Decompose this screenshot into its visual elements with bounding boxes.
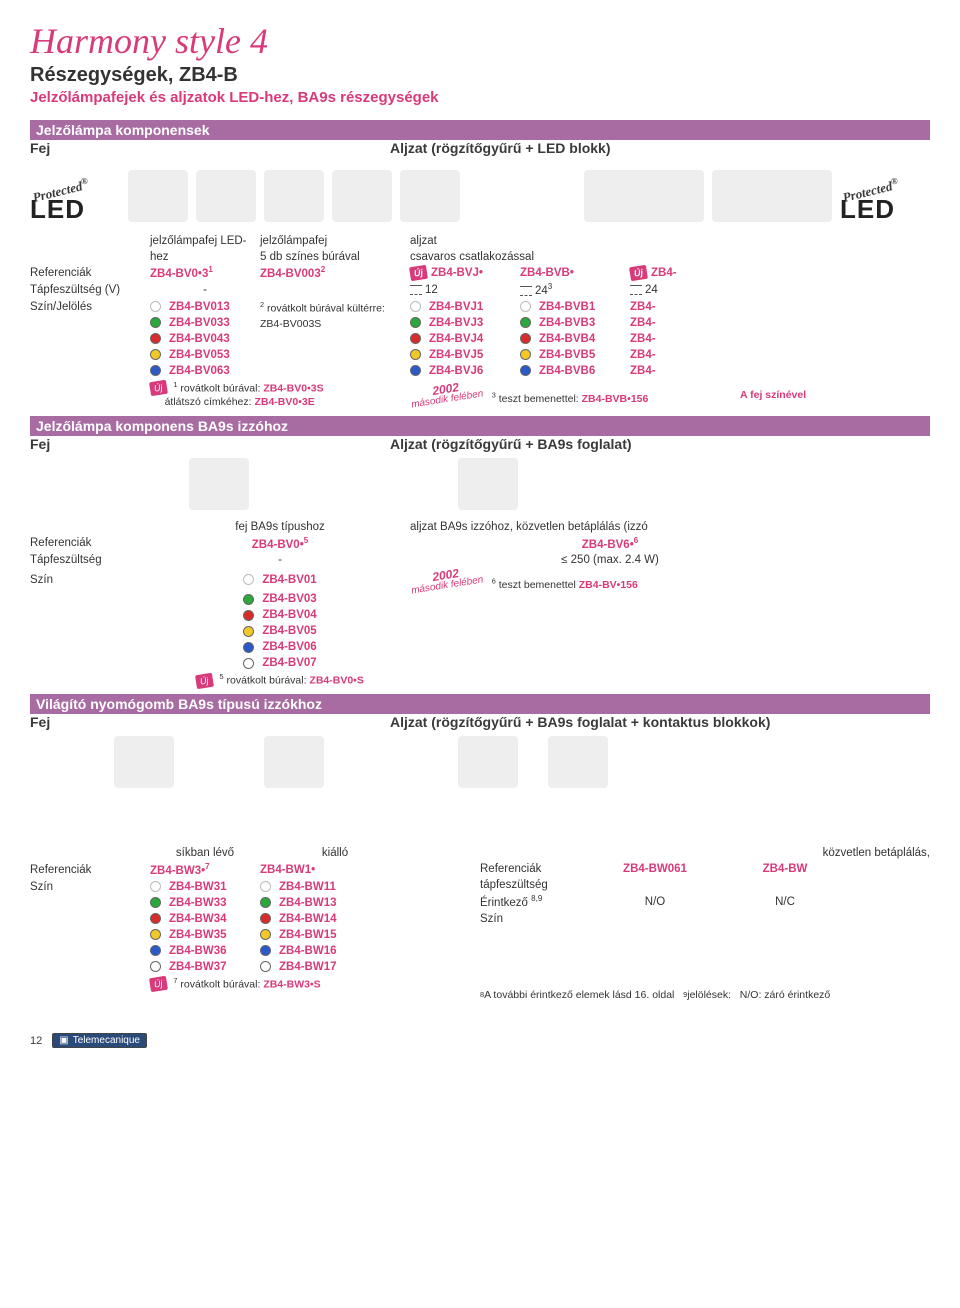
s2-volt-label: Tápfeszültség (30, 553, 150, 569)
page-title: Harmony style 4 (30, 20, 930, 62)
hdr-2: jelzőlámpafej5 db színes búrával (260, 234, 410, 265)
color-row: Szín/JelölésZB4-BV0132 rovátkolt búrával… (30, 300, 930, 316)
ref-c4: ZB4-BVB• (520, 266, 630, 282)
s3r-szin-label: Szín (480, 912, 600, 928)
brand-logo: ▣ Telemecanique (52, 1033, 147, 1048)
product-image (264, 170, 324, 222)
s2-ref-c1: ZB4-BV0•5 (150, 536, 410, 553)
hdr-3: aljzatcsavaros csatlakozással (410, 234, 630, 265)
s3-hdr-r: közvetlen betáplálás, (480, 846, 930, 862)
row-ref-label: Referenciák (30, 266, 150, 282)
subtitle-2: Jelzőlámpafejek és aljzatok LED-hez, BA9… (30, 89, 930, 106)
protected-led-logo-right: Protected® LED (840, 182, 930, 222)
product-image (264, 736, 324, 788)
protected-led-logo-left: Protected® LED (30, 182, 120, 222)
page-footer: 12 ▣ Telemecanique (30, 1033, 930, 1048)
s3r-ref-label: Referenciák (480, 862, 600, 878)
s1-left-head: Fej (30, 140, 390, 156)
color-row: ZB4-BW34ZB4-BW14 (30, 911, 480, 927)
color-row: ZB4-BW35ZB4-BW15 (30, 927, 480, 943)
volt-c3: 12 (410, 283, 520, 299)
color-row: ZB4-BV06 (30, 640, 930, 656)
s1-image-row: Protected® LED Protected® LED (30, 162, 930, 222)
section-1-bar: Jelzőlámpa komponensek (30, 120, 930, 140)
s3r-erintk-label: Érintkező 8,9 (480, 894, 600, 911)
color-row: ZB4-BV03 (30, 592, 930, 608)
color-row: ZB4-BV05 (30, 624, 930, 640)
note-right: A fej színével (740, 388, 840, 402)
s2b-left-head: Fej (30, 714, 390, 730)
s2-table: fej BA9s típushoz aljzat BA9s izzóhoz, k… (30, 520, 930, 689)
s3r-erintk-c1: N/O (600, 895, 710, 911)
section-1b-bar: Jelzőlámpa komponens BA9s izzóhoz (30, 416, 930, 436)
ref-c5: ÚjZB4- (630, 266, 690, 282)
product-image (458, 458, 518, 510)
color-row: ZB4-BW37ZB4-BW17 (30, 959, 480, 975)
s2-hdr-l: fej BA9s típushoz (150, 520, 410, 536)
s3-table: síkban lévő kiálló Referenciák ZB4-BW3•7… (30, 846, 930, 1003)
color-row: ZB4-BV043ZB4-BVJ4ZB4-BVB4ZB4- (30, 332, 930, 348)
s3r-ref-c1: ZB4-BW061 (600, 862, 710, 878)
ref-c1: ZB4-BV0•31 (150, 265, 260, 282)
s2b-right-head: Aljzat (rögzítőgyűrű + BA9s foglalat + k… (390, 714, 930, 730)
s2-ref-label: Referenciák (30, 536, 150, 552)
s1-right-head: Aljzat (rögzítőgyűrű + LED blokk) (390, 140, 930, 156)
color-row: ZB4-BW33ZB4-BW13 (30, 895, 480, 911)
s3-footnotes: 8 A további érintkező elemek lásd 16. ol… (480, 987, 930, 1003)
s1b-left-head: Fej (30, 436, 390, 452)
color-row: ZB4-BV04 (30, 608, 930, 624)
s1b-right-head: Aljzat (rögzítőgyűrű + BA9s foglalat) (390, 436, 930, 452)
s1-table: jelzőlámpafej LED-hez jelzőlámpafej5 db … (30, 234, 930, 410)
s3r-volt-label: tápfeszültség (480, 878, 600, 894)
s2-volt-c1: - (150, 553, 410, 569)
note-1: Új 1 rovátkolt búrával: ZB4-BV0•3S átlát… (150, 380, 410, 410)
color-row: ZB4-BV033ZB4-BV003SZB4-BVJ3ZB4-BVB3ZB4- (30, 316, 930, 332)
s3r-erintk-c2: N/C (710, 895, 860, 911)
s2-ref-c3: ZB4-BV6•6 (410, 536, 810, 553)
product-image (196, 170, 256, 222)
color-row: ZB4-BV053ZB4-BVJ5ZB4-BVB5ZB4- (30, 348, 930, 364)
volt-c5: 24 (630, 283, 690, 299)
s3-note7: Új 7 rovátkolt búrával: ZB4-BW3•S (150, 976, 410, 992)
s2-image-row (30, 458, 930, 510)
s3-hdr-l1: síkban lévő (150, 846, 260, 862)
product-image (400, 170, 460, 222)
s2-note5: Új 5 rovátkolt búrával: ZB4-BV0•S (150, 672, 410, 688)
product-image (332, 170, 392, 222)
hdr-1: jelzőlámpafej LED-hez (150, 234, 260, 265)
color-row: ZB4-BV07 (30, 656, 930, 672)
s3l-ref-label: Referenciák (30, 863, 150, 879)
color-row: SzínZB4-BW31ZB4-BW11 (30, 879, 480, 895)
product-image (189, 458, 249, 510)
color-row: SzínZB4-BV012002második felében 6 teszt … (30, 569, 930, 592)
s3-image-row (30, 736, 930, 836)
product-image (128, 170, 188, 222)
page-number: 12 (30, 1035, 42, 1047)
product-image (548, 736, 608, 788)
note-3: 2002második felében 3 teszt bemenettel: … (410, 383, 740, 406)
volt-c4: 243 (520, 282, 630, 299)
s3l-ref-c2: ZB4-BW1• (260, 863, 410, 879)
product-image (584, 170, 704, 222)
product-image (114, 736, 174, 788)
s2-hdr-r: aljzat BA9s izzóhoz, közvetlen betáplálá… (410, 520, 810, 536)
s3-hdr-l2: kiálló (260, 846, 410, 862)
row-volt-label: Tápfeszültség (V) (30, 283, 150, 299)
section-2b-bar: Világító nyomógomb BA9s típusú izzókhoz (30, 694, 930, 714)
product-image (458, 736, 518, 788)
ref-c2: ZB4-BV0032 (260, 265, 410, 282)
ref-c3: ÚjZB4-BVJ• (410, 266, 520, 282)
color-row: ZB4-BW36ZB4-BW16 (30, 943, 480, 959)
product-image (712, 170, 832, 222)
s3r-ref-c2: ZB4-BW (710, 862, 860, 878)
subtitle-1: Részegységek, ZB4-B (30, 64, 930, 87)
volt-c1: - (150, 283, 260, 299)
s3l-ref-c1: ZB4-BW3•7 (150, 862, 260, 879)
